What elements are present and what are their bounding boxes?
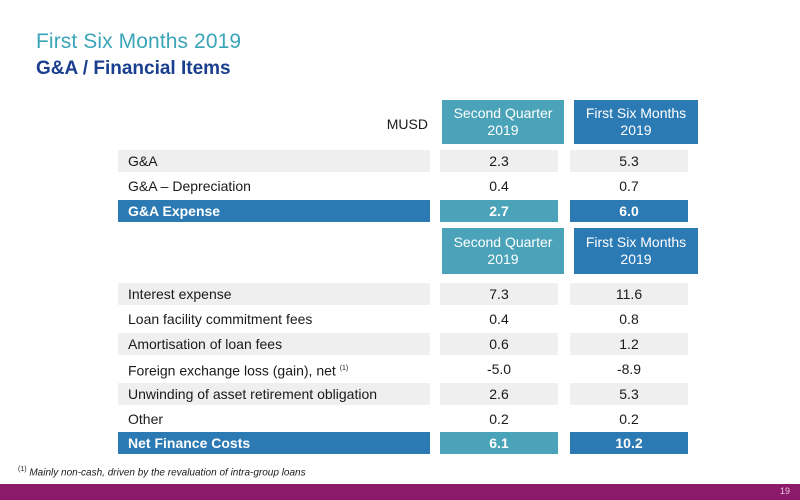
page-title: First Six Months 2019 [36,30,242,53]
row-value-h1: 5.3 [570,150,688,172]
row-value-q2: -5.0 [486,361,512,377]
row-label: Net Finance Costs [118,432,430,454]
table-row: Other 0.2 0.2 [118,408,698,430]
row-value-q2: 0.6 [440,333,558,355]
page-number: 19 [779,486,790,496]
footnote-marker: (1) [339,365,349,372]
row-label: G&A – Depreciation [128,178,251,194]
row-value-h1: 0.2 [619,411,639,427]
footnote-marker: (1) [18,466,27,473]
row-value-h1: 5.3 [570,383,688,405]
row-label: G&A [118,150,430,172]
row-label: Unwinding of asset retirement obligation [118,383,430,405]
header-first-six-months-line2: 2019 [620,251,652,267]
header-second-quarter-line1: Second Quarter [453,105,553,121]
row-value-q2: 0.2 [489,411,509,427]
row-value-h1: 11.6 [570,283,688,305]
row-value-q2: 2.3 [440,150,558,172]
header-first-six-months-line2: 2019 [620,122,652,138]
row-label: G&A Expense [118,200,430,222]
row-value-q2: 7.3 [440,283,558,305]
bottom-bar: 19 [0,484,800,500]
net-finance-costs-row: Net Finance Costs 6.1 10.2 [118,432,698,454]
header-second-quarter: Second Quarter 2019 [442,100,564,144]
row-value-q2: 6.1 [440,432,558,454]
row-value-h1: 6.0 [570,200,688,222]
unit-label: MUSD [386,116,428,132]
header-first-six-months-line1: First Six Months [585,234,687,250]
table-row: G&A – Depreciation 0.4 0.7 [118,175,698,197]
table-row: Loan facility commitment fees 0.4 0.8 [118,308,698,330]
header-first-six-months-2: First Six Months 2019 [574,228,698,274]
header-second-quarter-line2: 2019 [487,122,519,138]
footnote-text: Mainly non-cash, driven by the revaluati… [29,467,306,479]
row-value-h1: 0.7 [619,178,639,194]
row-value-h1: -8.9 [616,361,642,377]
row-value-q2: 0.4 [489,311,509,327]
footnote: (1) Mainly non-cash, driven by the reval… [18,466,306,478]
table-row: Interest expense 7.3 11.6 [118,283,698,305]
row-label-text: Foreign exchange loss (gain), net [128,362,336,379]
row-value-h1: 1.2 [570,333,688,355]
header-second-quarter-line1: Second Quarter [453,234,553,250]
header-first-six-months: First Six Months 2019 [574,100,698,144]
row-value-h1: 0.8 [619,311,639,327]
row-value-q2: 2.7 [440,200,558,222]
row-label: Amortisation of loan fees [118,333,430,355]
row-value-q2: 0.4 [489,178,509,194]
table-row: Foreign exchange loss (gain), net (1) -5… [118,358,698,380]
header-first-six-months-line1: First Six Months [585,105,687,121]
table-row: Amortisation of loan fees 0.6 1.2 [118,333,698,355]
row-label: Other [128,411,164,427]
table-row: G&A 2.3 5.3 [118,150,698,172]
page-subtitle: G&A / Financial Items [36,58,231,79]
header-second-quarter-line2: 2019 [487,251,519,267]
table-row: Unwinding of asset retirement obligation… [118,383,698,405]
row-value-h1: 10.2 [570,432,688,454]
row-label: Foreign exchange loss (gain), net (1) [118,358,430,380]
row-value-q2: 2.6 [440,383,558,405]
ga-total-row: G&A Expense 2.7 6.0 [118,200,698,222]
row-label: Loan facility commitment fees [128,311,313,327]
header-second-quarter-2: Second Quarter 2019 [442,228,564,274]
row-label: Interest expense [118,283,430,305]
